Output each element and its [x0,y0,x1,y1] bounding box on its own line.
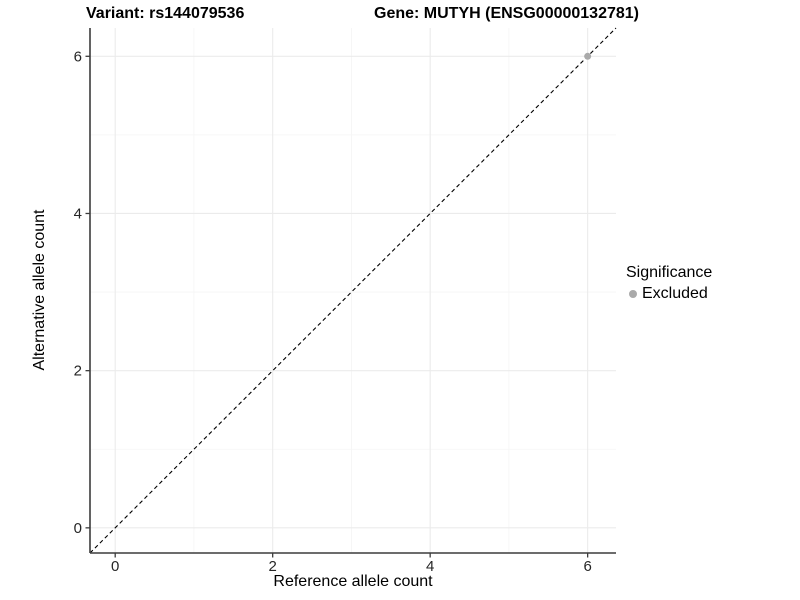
excluded-point-icon [629,290,637,298]
legend-item-label: Excluded [642,285,708,302]
x-tick-label: 6 [583,558,591,575]
y-tick-label: 4 [74,205,82,222]
data-point [584,52,592,60]
x-tick-label: 4 [426,558,434,575]
x-tick-label: 2 [269,558,277,575]
gene-title: Gene: MUTYH (ENSG00000132781) [374,5,639,22]
x-tick-label: 0 [111,558,119,575]
y-tick-label: 6 [74,48,82,65]
y-tick-label: 2 [74,363,82,380]
legend: Significance Excluded [626,264,712,303]
y-tick-label: 0 [74,520,82,537]
legend-item-excluded: Excluded [626,285,712,303]
y-axis-title: Alternative allele count [31,209,48,371]
legend-title: Significance [626,264,713,281]
variant-title: Variant: rs144079536 [86,5,245,22]
x-axis-title: Reference allele count [273,573,433,590]
identity-reference-line [89,27,617,554]
